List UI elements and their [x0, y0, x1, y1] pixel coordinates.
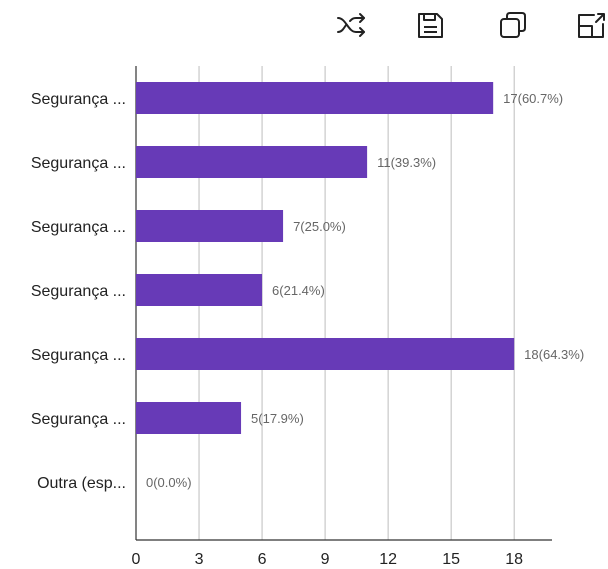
bar [136, 210, 284, 242]
x-tick-label: 15 [442, 551, 460, 568]
category-label: Segurança ... [31, 155, 126, 172]
data-label: 11(39.3%) [377, 155, 436, 170]
x-tick-label: 12 [379, 551, 397, 568]
bar [136, 82, 494, 114]
data-label: 0(0.0%) [146, 475, 192, 490]
category-label: Segurança ... [31, 91, 126, 108]
bar [136, 274, 263, 306]
x-tick-label: 6 [258, 551, 267, 568]
category-label: Segurança ... [31, 347, 126, 364]
category-label: Segurança ... [31, 411, 126, 428]
category-label: Outra (esp... [37, 475, 126, 492]
data-label: 6(21.4%) [272, 283, 325, 298]
data-label: 7(25.0%) [293, 219, 346, 234]
bar [136, 146, 368, 178]
x-tick-label: 0 [132, 551, 141, 568]
category-label: Segurança ... [31, 219, 126, 236]
bar [136, 338, 515, 370]
x-tick-label: 3 [195, 551, 204, 568]
expand-icon[interactable] [574, 8, 608, 42]
category-label: Segurança ... [31, 283, 126, 300]
data-label: 18(64.3%) [524, 347, 584, 362]
shuffle-icon[interactable] [334, 8, 368, 42]
bar [136, 402, 242, 434]
data-label: 17(60.7%) [503, 91, 563, 106]
x-tick-label: 9 [321, 551, 330, 568]
data-label: 5(17.9%) [251, 411, 304, 426]
x-tick-label: 18 [505, 551, 523, 568]
save-icon[interactable] [413, 8, 447, 42]
copy-icon[interactable] [496, 8, 530, 42]
chart-toolbar [0, 0, 608, 50]
